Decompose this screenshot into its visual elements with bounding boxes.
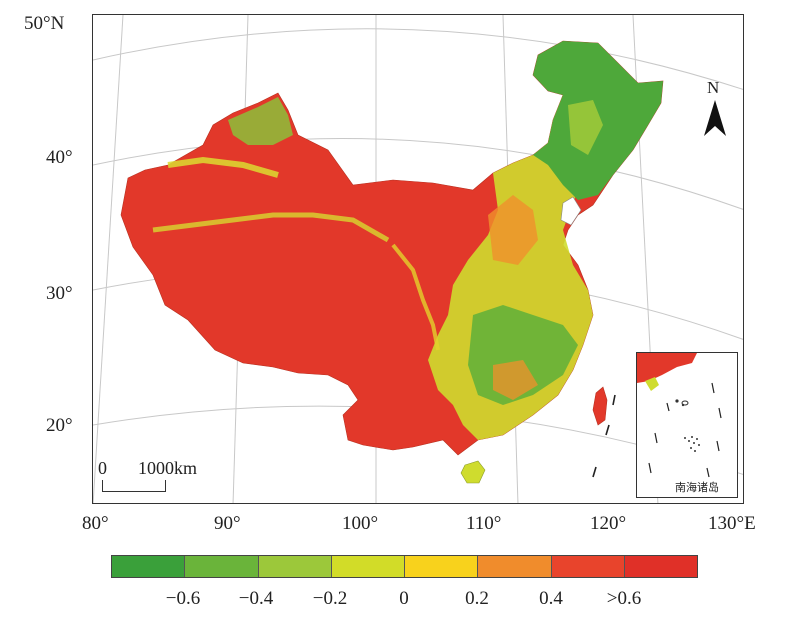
inset-islands	[675, 399, 700, 452]
latitude-line-50	[93, 28, 743, 90]
tianshan-strip	[167, 156, 279, 178]
north-xinjiang-green	[228, 97, 293, 145]
taiwan-island	[592, 386, 608, 426]
scale-start-label: 0	[98, 458, 107, 478]
legend-tick: −0.4	[238, 588, 274, 609]
central-orange-patches	[488, 195, 538, 265]
lon-label-100: 100°	[342, 513, 379, 534]
latitude-line-40	[93, 138, 743, 210]
lon-label-90: 90°	[214, 513, 241, 534]
lon-label-130e: 130°E	[708, 513, 756, 534]
legend-tick: −0.6	[165, 588, 201, 609]
inset-mainland	[637, 353, 697, 383]
southern-orange-patch	[493, 360, 538, 400]
north-letter: N	[707, 78, 720, 97]
inset-map	[637, 353, 722, 478]
legend-swatch	[185, 556, 259, 577]
lat-label-20: 20°	[46, 415, 73, 436]
qilian-strip	[391, 243, 440, 351]
legend-tick: −0.2	[312, 588, 348, 609]
south-china-sea-boundary-dashes	[592, 394, 616, 478]
north-arrow-icon	[704, 100, 726, 136]
legend-tick: >0.6	[606, 588, 642, 609]
scale-end-label: 1000km	[138, 458, 198, 478]
legend-swatch	[478, 556, 552, 577]
inset-label: 南海诸岛	[675, 481, 719, 494]
legend-color-bar	[111, 555, 698, 578]
lon-label-80: 80°	[82, 513, 109, 534]
lon-label-120: 120°	[590, 513, 627, 534]
south-china-sea-inset: 南海诸岛	[636, 352, 738, 498]
bohai-bay	[560, 196, 582, 226]
scale-bar	[102, 480, 166, 492]
longitude-line-80	[93, 15, 124, 503]
lon-label-110: 110°	[466, 513, 502, 534]
hainan-island	[460, 460, 486, 484]
legend-swatch	[331, 556, 405, 577]
legend-swatch	[624, 556, 697, 577]
legend-tick: 0	[399, 588, 409, 609]
north-arrow: N	[700, 78, 730, 138]
legend-tick: 0.2	[465, 588, 489, 609]
china-map	[93, 15, 743, 503]
inset-hainan	[645, 377, 659, 391]
legend-swatch	[551, 556, 625, 577]
lat-label-50: 50°N	[24, 13, 65, 34]
legend-swatch	[405, 556, 479, 577]
inset-dashes	[648, 382, 722, 478]
kunlun-strip	[152, 212, 390, 243]
map-frame	[92, 14, 744, 504]
lat-label-40: 40°	[46, 147, 73, 168]
lat-label-30: 30°	[46, 283, 73, 304]
northeast-light-patches	[568, 100, 603, 155]
legend-tick: 0.4	[539, 588, 563, 609]
legend-swatch	[112, 556, 186, 577]
legend-swatch	[258, 556, 332, 577]
